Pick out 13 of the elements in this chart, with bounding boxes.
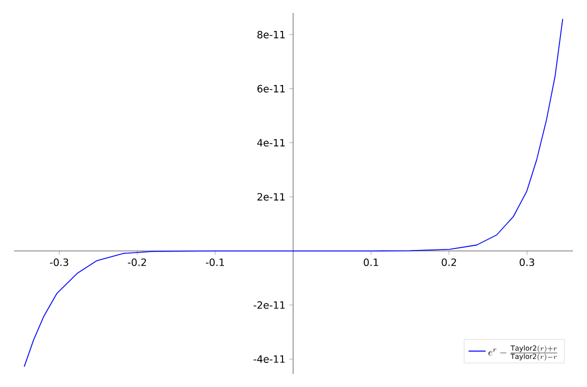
y-tick-label: 2e-11 bbox=[257, 193, 285, 201]
y-tick-label: 4e-11 bbox=[257, 139, 285, 146]
x-tick-label: -0.2 bbox=[128, 258, 146, 266]
x-tick-label: -0.1 bbox=[206, 258, 224, 266]
legend-label: $e^{r} - \frac{\mathrm{Taylor2}(r) + r}{\mathrm{Taylor2}(r) - r}$ bbox=[488, 345, 558, 361]
y-tick-label: 8e-11 bbox=[257, 30, 285, 38]
x-tick-label: 0.2 bbox=[442, 258, 456, 266]
y-tick-label: -4e-11 bbox=[254, 355, 285, 363]
y-tick-label: -2e-11 bbox=[254, 301, 285, 309]
x-tick-label: 0.3 bbox=[520, 258, 534, 266]
x-tick-label: 0.1 bbox=[364, 258, 378, 266]
x-tick-label: -0.3 bbox=[50, 258, 68, 266]
y-tick-label: 6e-11 bbox=[257, 84, 285, 92]
